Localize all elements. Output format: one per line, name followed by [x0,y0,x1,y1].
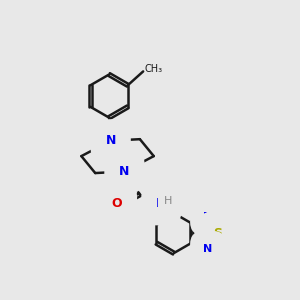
Text: N: N [203,212,213,222]
Text: N: N [203,244,213,254]
Text: H: H [164,196,172,206]
Text: N: N [119,165,130,178]
Text: O: O [112,197,122,210]
Text: CH₃: CH₃ [145,64,163,74]
Text: N: N [105,134,116,147]
Text: S: S [213,226,222,240]
Text: N: N [156,197,167,210]
